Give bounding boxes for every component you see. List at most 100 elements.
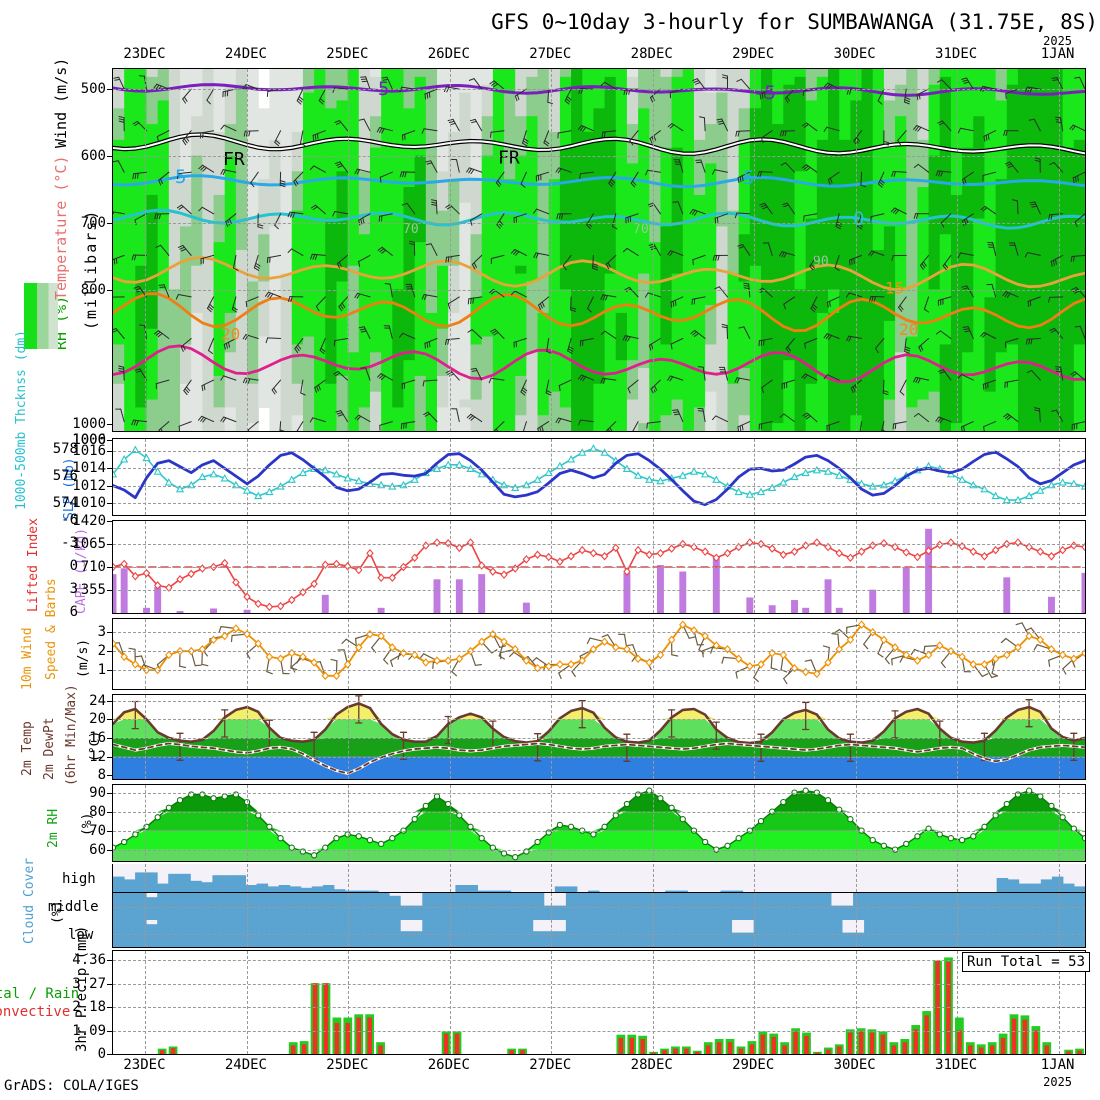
cloud-row-label-low: low — [68, 927, 94, 943]
axis-tick-label: 2.18 — [72, 999, 106, 1016]
axis-tick-label: 355 — [80, 582, 106, 598]
footer-credit: GrADS: COLA/IGES — [4, 1078, 139, 1094]
svg-text:20: 20 — [899, 320, 918, 339]
thickness-tick-label: 578 — [52, 440, 78, 457]
svg-text:5: 5 — [743, 167, 754, 189]
cloud-high-panel — [112, 864, 1086, 892]
date-label: 24DEC — [224, 46, 267, 62]
axis-tick-label: 4.36 — [72, 952, 106, 969]
li-tick-label: 0 — [69, 558, 78, 574]
date-label: 23DEC — [123, 1057, 166, 1073]
axis-tick-label: 1 — [97, 662, 106, 679]
caption-lifted-index: Lifted Index — [26, 518, 41, 612]
caption-6hr-minmax: (6hr Min/Max) — [64, 684, 79, 786]
axis-tick-mark — [107, 632, 113, 634]
date-label: 25DEC — [326, 1057, 369, 1073]
axis-tick-label: 500 — [80, 81, 106, 98]
svg-text:70: 70 — [633, 222, 649, 237]
date-label: 25DEC — [326, 46, 369, 62]
date-label: 29DEC — [732, 1057, 775, 1073]
axis-tick-label: 1012 — [72, 477, 106, 494]
date-label: 24DEC — [224, 1057, 267, 1073]
svg-text:5: 5 — [175, 166, 186, 188]
axis-tick-label: 1000 — [72, 432, 106, 448]
caption-2m-dewpt: 2m DewPt — [42, 717, 57, 780]
svg-text:FR: FR — [498, 148, 520, 169]
caption-wind: Wind (m/s) — [52, 57, 70, 148]
axis-tick-mark — [107, 960, 113, 962]
axis-tick-label: 3 — [97, 624, 106, 641]
cloud-row-label-middle: middle — [48, 899, 99, 915]
axis-tick-label: 60 — [89, 841, 106, 858]
axis-tick-label: 0 — [97, 1046, 106, 1062]
date-label: 29DEC — [732, 46, 775, 62]
axis-tick-label: 24 — [89, 692, 106, 709]
thickness-tick-label: 574 — [52, 495, 78, 512]
svg-text:5: 5 — [378, 78, 389, 100]
precip-panel — [112, 950, 1086, 1055]
date-label: 30DEC — [833, 1057, 876, 1073]
run-total-badge: Run Total = 53 — [962, 952, 1091, 972]
axis-tick-label: 90 — [89, 784, 106, 801]
axis-tick-mark — [107, 1030, 113, 1032]
axis-tick-mark — [107, 590, 113, 591]
caption-10m-wind: 10m Wind — [20, 627, 35, 690]
li-tick-label: 6 — [69, 604, 78, 620]
axis-tick-label: 700 — [80, 215, 106, 232]
axis-tick-mark — [107, 756, 113, 758]
date-label: 1JAN — [1040, 46, 1075, 62]
li-tick-label: 3 — [69, 581, 78, 597]
page-title: GFS 0~10day 3-hourly for SUMBAWANGA (31.… — [491, 10, 1098, 34]
axis-tick-label: 1420 — [72, 513, 106, 529]
caption-wind-units: (m/s) — [76, 638, 91, 678]
axis-tick-label: 1010 — [72, 494, 106, 511]
svg-text:20: 20 — [221, 324, 240, 343]
axis-tick-mark — [107, 811, 113, 813]
axis-tick-mark — [107, 223, 113, 225]
svg-text:70: 70 — [403, 222, 419, 237]
caption-thickness: 1000-500mb Thcknss (dm) — [14, 329, 29, 510]
axis-tick-mark — [107, 544, 113, 545]
axis-tick-mark — [107, 737, 113, 739]
axis-tick-mark — [107, 1054, 113, 1055]
axis-tick-mark — [107, 156, 113, 158]
li-tick-label: -6 — [61, 512, 78, 528]
caption-2m-temp: 2m Temp — [20, 721, 35, 776]
axis-tick-mark — [107, 89, 113, 91]
axis-tick-mark — [107, 670, 113, 672]
axis-tick-mark — [107, 521, 113, 522]
rh-legend-swatch — [24, 283, 58, 349]
axis-tick-mark — [107, 983, 113, 985]
svg-text:-5: -5 — [753, 82, 776, 104]
axis-tick-label: 1016 — [72, 443, 106, 460]
axis-tick-label: 800 — [80, 282, 106, 299]
slp-thickness-panel — [112, 438, 1086, 516]
axis-tick-label: 1006 — [72, 432, 106, 448]
axis-tick-mark — [107, 290, 113, 292]
axis-tick-mark — [107, 1007, 113, 1009]
axis-tick-label: 1000 — [72, 416, 106, 433]
axis-tick-label: 600 — [80, 148, 106, 165]
year-label: 2025 — [1043, 34, 1073, 48]
axis-tick-label: 80 — [89, 803, 106, 820]
temp2m-panel — [112, 694, 1086, 780]
svg-text:15: 15 — [885, 279, 904, 298]
axis-tick-label: 16 — [89, 729, 106, 746]
axis-tick-mark — [107, 849, 113, 851]
axis-tick-label: 3.27 — [72, 975, 106, 992]
svg-text:90: 90 — [813, 254, 829, 269]
caption-total-rain: Total / Rain — [0, 986, 80, 1002]
wind10m-panel — [112, 618, 1086, 690]
axis-tick-mark — [107, 567, 113, 568]
axis-tick-mark — [107, 719, 113, 721]
caption-convective: Convective — [0, 1004, 71, 1020]
date-label: 23DEC — [123, 46, 166, 62]
cloud-middle-panel — [112, 892, 1086, 920]
axis-tick-label: 70 — [89, 822, 106, 839]
caption-cloud-cover: Cloud Cover — [22, 857, 37, 944]
cloud-low-panel — [112, 920, 1086, 948]
axis-tick-label: 8 — [97, 767, 106, 784]
axis-tick-mark — [107, 424, 113, 426]
svg-text:0: 0 — [853, 208, 864, 230]
axis-tick-mark — [107, 830, 113, 832]
